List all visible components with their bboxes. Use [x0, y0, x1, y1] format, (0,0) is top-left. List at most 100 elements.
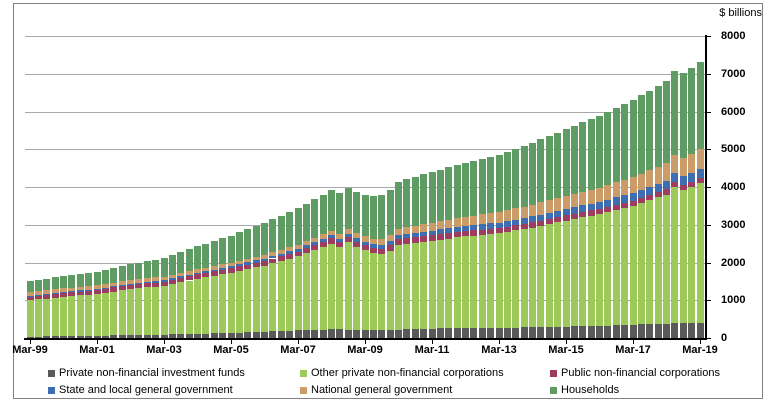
bar-47-segment — [420, 241, 428, 329]
bar-20-segment — [194, 333, 201, 338]
bar-50-segment — [445, 167, 453, 220]
bar-31-segment — [286, 247, 294, 252]
bar-17-segment — [168, 274, 176, 279]
bar-48-segment — [428, 328, 436, 338]
bar-70-segment — [612, 210, 620, 326]
bar-31-segment — [286, 330, 294, 338]
bar-11-segment — [118, 281, 126, 285]
bar-66-segment — [579, 205, 587, 213]
bar-72-segment — [629, 177, 637, 193]
bar-72-segment — [629, 192, 637, 201]
bar-2-segment — [43, 336, 51, 338]
bar-17-segment — [168, 255, 176, 275]
bar-27-segment — [252, 256, 260, 261]
bar-64-segment — [562, 208, 570, 216]
bar-53-segment — [470, 225, 478, 231]
bar-42-segment — [378, 254, 386, 330]
bar-51-segment — [453, 227, 461, 233]
bar-76-segment — [663, 181, 670, 190]
bar-33-segment — [302, 241, 310, 246]
bar-80-segment — [696, 177, 704, 183]
bar-58-segment — [512, 148, 520, 209]
bar-34-segment — [311, 250, 319, 330]
bar-59-segment — [520, 223, 528, 230]
bar-7-segment — [85, 272, 93, 287]
bar-8-segment — [93, 294, 101, 336]
bar-11-segment — [118, 265, 126, 282]
y-tick-8000 — [707, 36, 711, 37]
bar-31-segment — [286, 258, 294, 331]
bar-17-segment — [168, 278, 176, 280]
bar-55-segment — [487, 234, 495, 328]
bar-7-segment — [85, 335, 93, 338]
bar-2-segment — [43, 298, 51, 337]
bar-46-segment — [411, 237, 419, 243]
bar-70-segment — [612, 182, 620, 198]
chart-frame — [13, 3, 763, 399]
bar-14-segment — [143, 261, 151, 279]
bar-71-segment — [621, 179, 629, 196]
bar-3-segment — [51, 293, 59, 298]
bar-69-segment — [604, 199, 612, 207]
bar-42-segment — [378, 245, 386, 249]
bar-35-segment — [319, 194, 327, 235]
bar-38-segment — [344, 242, 352, 330]
bar-45-segment — [403, 227, 411, 234]
bar-14-segment — [143, 334, 151, 338]
bar-79-segment — [688, 173, 696, 183]
bar-39-segment — [353, 329, 361, 338]
bar-76-segment — [663, 81, 670, 164]
bar-24-segment — [227, 266, 235, 269]
bar-30-segment — [277, 215, 285, 250]
bar-16-segment — [160, 280, 168, 282]
bar-13-segment — [135, 282, 143, 285]
bar-16-segment — [160, 281, 168, 286]
bar-8-segment — [93, 271, 101, 286]
bar-24-segment — [227, 235, 235, 263]
bar-77-segment — [671, 155, 679, 174]
bar-19-segment — [185, 334, 193, 338]
x-tick-label: Mar-09 — [347, 344, 383, 356]
bar-57-segment — [503, 221, 511, 227]
bar-23-segment — [219, 274, 227, 334]
bar-10-segment — [110, 335, 118, 338]
bar-47-segment — [420, 231, 428, 237]
bar-34-segment — [311, 242, 319, 245]
bar-35-segment — [319, 329, 327, 338]
bar-11-segment — [118, 335, 126, 338]
bar-24-segment — [227, 332, 235, 338]
bar-39-segment — [353, 233, 361, 239]
bar-25-segment — [235, 260, 243, 265]
bar-65-segment — [570, 218, 578, 327]
y-axis-unit-label: $ billions — [719, 7, 762, 19]
bar-74-segment — [646, 200, 654, 325]
bar-56-segment — [495, 228, 503, 234]
bar-26-segment — [244, 264, 252, 270]
legend-label: Private non-financial investment funds — [59, 367, 245, 379]
bar-63-segment — [554, 222, 562, 327]
bar-60-segment — [529, 227, 536, 328]
bar-39-segment — [353, 192, 361, 234]
x-tick-Mar-11 — [432, 340, 433, 344]
bar-62-segment — [545, 200, 553, 213]
bar-8-segment — [93, 288, 101, 291]
bar-29-segment — [269, 263, 277, 332]
bar-40-segment — [361, 245, 369, 251]
bar-70-segment — [612, 325, 620, 338]
bar-62-segment — [545, 135, 553, 201]
bar-46-segment — [411, 242, 419, 329]
bar-13-segment — [135, 288, 143, 335]
bar-73-segment — [637, 324, 645, 338]
bar-15-segment — [152, 282, 160, 287]
bar-59-segment — [520, 206, 528, 218]
bar-50-segment — [445, 219, 453, 229]
bar-75-segment — [654, 323, 662, 338]
bar-42-segment — [378, 329, 386, 338]
legend-label: State and local general government — [59, 384, 233, 396]
bar-65-segment — [570, 326, 578, 338]
bar-78-segment — [679, 323, 687, 338]
bar-47-segment — [420, 236, 428, 242]
bar-32-segment — [294, 330, 302, 338]
bar-58-segment — [512, 208, 520, 220]
bar-1-segment — [34, 295, 42, 300]
